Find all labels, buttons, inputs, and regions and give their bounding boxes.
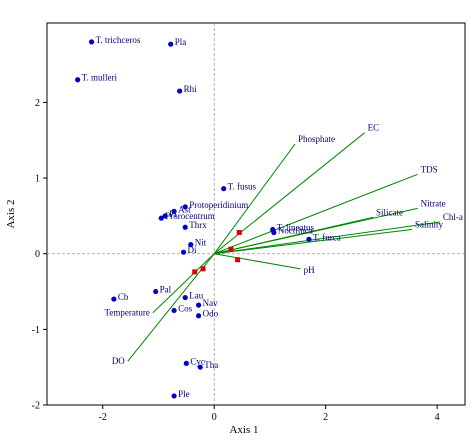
species-label: Lau [189,291,203,301]
species-label: T. lineatus [277,223,315,233]
species-label: T. furca [313,232,341,242]
species-point [182,294,188,301]
species-label: T. fusus [228,182,257,192]
site-point [192,269,198,275]
vector-line [127,253,215,362]
vector-label: Chl-a [443,212,463,222]
species-point [158,215,164,221]
species-point [197,364,203,370]
species-point [221,186,227,192]
vector-line [214,253,301,270]
species-point [111,296,117,302]
species-label: Di [188,245,197,255]
x-tick-label: 0 [212,412,217,423]
species-label: Cos [178,303,193,313]
vector-label: pH [304,265,316,275]
species-label: Ast [178,204,191,214]
species-label: Nit [195,238,207,248]
species-point [180,249,187,255]
species-label: Odo [203,309,219,319]
vector-line [214,229,413,255]
species-point [168,41,174,47]
environmental-vectors: EC Phosphate TDS Nitrate Silicate Chl-aSalini… [105,123,463,366]
zero-lines [47,23,465,405]
site-point [228,246,234,252]
vector-label: Silicate [376,207,403,217]
species-point [75,77,81,83]
vector-label: EC [368,123,380,133]
species-label: Ple [178,389,190,399]
vector-line [152,253,215,314]
species-label: Thrx [189,220,207,230]
species-label: T. mulleri [82,73,118,83]
vector-line [214,173,418,255]
y-tick-label: -1 [32,325,40,336]
site-point [200,266,206,272]
species-point [171,393,177,399]
species-label: Pl [169,209,177,219]
y-tick-label: 0 [35,249,40,260]
site-points [192,230,242,275]
species-label: Tha [204,360,218,370]
vector-label: DO [112,356,125,366]
x-axis-title: Axis 1 [229,424,258,436]
species-point [182,224,188,230]
y-tick-label: 1 [35,174,40,185]
species-point [195,313,202,319]
species-point [188,242,194,248]
species-label: Cb [118,292,129,302]
x-axis: -2 0 2 4 [99,405,440,423]
plot-frame [46,22,466,406]
y-axis-title: Axis 2 [5,199,17,228]
vector-label: Phosphate [298,134,335,144]
x-tick-label: -2 [99,412,107,423]
species-point [183,360,189,366]
species-points: T. trichceros Pla T. mulleri Rhi T. fusus Pro… [75,35,341,399]
species-label: T. trichceros [96,35,141,45]
species-label: Prorocentrum [165,211,215,221]
species-point [306,236,312,242]
site-point [236,230,242,236]
species-point [182,204,188,210]
species-point [195,302,202,308]
x-tick-label: 2 [323,412,328,423]
species-label: Cyc [190,356,205,366]
species-label: Pal [160,285,172,295]
species-point [271,229,277,236]
site-point [235,257,241,263]
species-point [171,208,177,214]
vector-label: Salinity [415,220,444,230]
species-label: Nav [203,298,218,308]
vector-label: TDS [421,164,438,174]
species-point [88,39,95,45]
vector-line [214,221,440,255]
species-point [171,307,177,314]
x-tick-label: 4 [435,412,440,423]
species-point [162,213,168,219]
vector-label: Nitrate [421,198,446,208]
y-axis: -2 -1 0 1 2 [32,98,47,412]
species-label: Noctiluca [278,226,313,236]
species-point [153,288,159,295]
species-point [177,88,183,94]
species-label: Protoperidinium [189,200,248,210]
vector-line [214,216,374,255]
species-label: Rhi [184,84,198,94]
y-tick-label: -2 [32,401,40,412]
y-tick-label: 2 [35,98,40,109]
vector-line [213,143,296,255]
vector-label: Temperature [105,308,150,318]
species-label: Pla [175,37,187,47]
